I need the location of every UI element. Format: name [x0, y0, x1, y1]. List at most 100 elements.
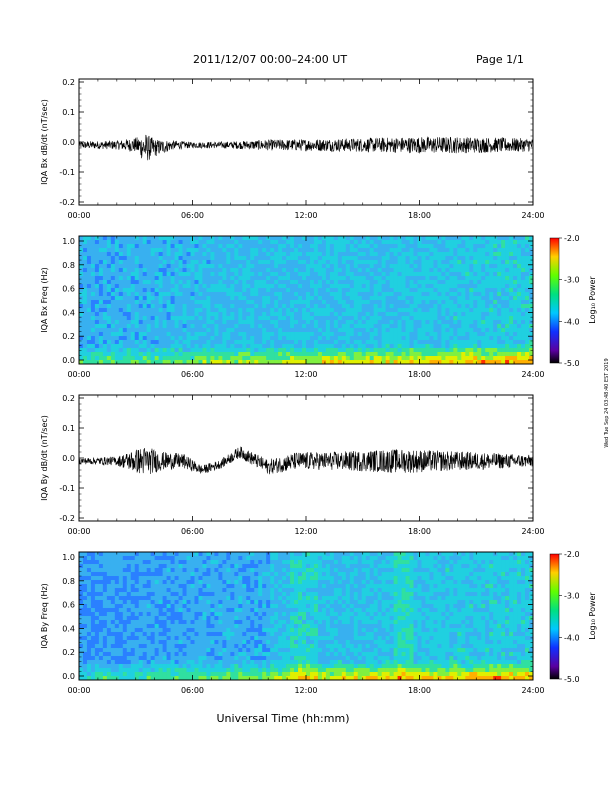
spectrogram-cell: [174, 592, 179, 597]
spectrogram-cell: [317, 268, 323, 273]
spectrogram-cell: [238, 296, 243, 301]
spectrogram-cell: [98, 668, 104, 673]
spectrogram-cell: [361, 356, 367, 361]
spectrogram-cell: [505, 276, 510, 281]
spectrogram-cell: [469, 340, 474, 345]
spectrogram-cell: [230, 308, 235, 313]
spectrogram-cell: [190, 620, 195, 625]
spectrogram-cell: [309, 240, 315, 245]
spectrogram-cell: [150, 328, 155, 333]
spectrogram-cell: [162, 360, 167, 365]
spectrogram-cell: [365, 236, 371, 241]
spectrogram-cell: [182, 236, 187, 241]
spectrogram-cell: [94, 572, 100, 577]
spectrogram-cell: [158, 660, 163, 665]
spectrogram-cell: [405, 276, 410, 281]
spectrogram-cell: [114, 592, 120, 597]
spectrogram-cell: [86, 296, 92, 301]
spectrogram-cell: [258, 308, 263, 313]
spectrogram-cell: [218, 264, 223, 269]
spectrogram-cell: [122, 256, 128, 261]
spectrogram-cell: [234, 304, 239, 309]
spectrogram-cell: [98, 580, 104, 585]
spectrogram-cell: [345, 320, 351, 325]
spectrogram-cell: [154, 288, 159, 293]
spectrogram-cell: [401, 328, 406, 333]
spectrogram-cell: [90, 244, 96, 249]
spectrogram-cell: [509, 260, 514, 265]
spectrogram-cell: [481, 360, 486, 365]
spectrogram-cell: [357, 344, 363, 349]
spectrogram-cell: [194, 664, 199, 669]
spectrogram-cell: [126, 592, 132, 597]
spectrogram-cell: [222, 352, 227, 357]
spectrogram-cell: [146, 552, 151, 557]
spectrogram-cell: [513, 276, 518, 281]
spectrogram-cell: [190, 636, 195, 641]
spectrogram-cell: [138, 604, 144, 609]
spectrogram-cell: [405, 312, 410, 317]
spectrogram-cell: [166, 604, 171, 609]
spectrogram-cell: [170, 564, 175, 569]
spectrogram-cell: [122, 324, 128, 329]
spectrogram-cell: [485, 320, 490, 325]
spectrogram-cell: [174, 652, 179, 657]
spectrogram-cell: [365, 256, 371, 261]
spectrogram-cell: [497, 360, 502, 365]
spectrogram-cell: [258, 256, 263, 261]
spectrogram-cell: [142, 276, 147, 281]
spectrogram-cell: [174, 284, 179, 289]
spectrogram-cell: [521, 304, 526, 309]
spectrogram-cell: [401, 268, 406, 273]
spectrogram-cell: [190, 244, 195, 249]
spectrogram-cell: [206, 304, 211, 309]
spectrogram-cell: [329, 284, 335, 289]
spectrogram-cell: [353, 268, 359, 273]
spectrogram-cell: [270, 324, 275, 329]
spectrogram-cell: [262, 356, 267, 361]
spectrogram-cell: [146, 296, 151, 301]
spectrogram-cell: [453, 276, 458, 281]
spectrogram-cell: [242, 252, 247, 257]
spectrogram-cell: [341, 264, 347, 269]
spectrogram-cell: [437, 308, 442, 313]
spectrogram-cell: [441, 248, 446, 253]
spectrogram-cell: [170, 296, 175, 301]
spectrogram-cell: [134, 664, 140, 669]
spectrogram-cell: [246, 352, 251, 357]
spectrogram-cell: [86, 336, 92, 341]
spectrogram-cell: [154, 264, 159, 269]
spectrogram-cell: [150, 620, 155, 625]
spectrogram-cell: [501, 276, 506, 281]
spectrogram-cell: [369, 336, 374, 341]
spectrogram-cell: [425, 348, 430, 353]
spectrogram-cell: [417, 304, 422, 309]
spectrogram-cell: [250, 312, 255, 317]
spectrogram-cell: [90, 340, 96, 345]
spectrogram-cell: [469, 248, 474, 253]
spectrogram-cell: [317, 340, 323, 345]
spectrogram-cell: [393, 300, 398, 305]
spectrogram-cell: [341, 308, 347, 313]
spectrogram-cell: [477, 280, 482, 285]
spectrogram-cell: [449, 236, 454, 241]
spectrogram-cell: [166, 312, 171, 317]
spectrogram-cell: [425, 360, 430, 365]
spectrogram-cell: [397, 280, 402, 285]
spectrogram-cell: [317, 260, 323, 265]
spectrogram-cell: [110, 628, 116, 633]
spectrogram-cell: [98, 620, 104, 625]
spectrogram-cell: [142, 360, 147, 365]
spectrogram-cell: [270, 292, 275, 297]
spectrogram-cell: [94, 636, 100, 641]
spectrogram-cell: [270, 352, 275, 357]
spectrogram-cell: [194, 324, 199, 329]
spectrogram-cell: [154, 244, 159, 249]
spectrogram-cell: [170, 248, 175, 253]
spectrogram-cell: [174, 244, 179, 249]
spectrogram-cell: [397, 288, 402, 293]
spectrogram-cell: [505, 260, 510, 265]
spectrogram-cell: [429, 348, 434, 353]
spectrogram-cell: [461, 328, 466, 333]
spectrogram-cell: [325, 316, 331, 321]
